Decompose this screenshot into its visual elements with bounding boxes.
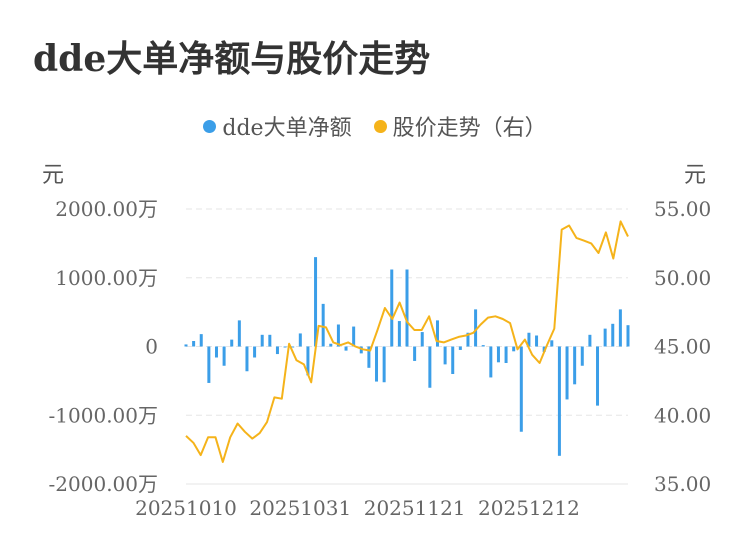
price-line-path [185,220,629,463]
y-right-tick-label: 35.00 [654,472,711,496]
dde-bar [375,346,379,382]
legend-label-dde: dde大单净额 [222,116,352,141]
left-axis-ticks: 2000.00万 1000.00万 0 -1000.00万 -2000.00万 [49,197,158,496]
legend-dot-price [373,119,387,133]
dde-bar [588,334,592,347]
dde-bar [268,334,272,347]
y-left-tick-label: -2000.00万 [49,472,158,496]
dde-bar [260,334,264,347]
dde-bar [306,346,310,376]
x-tick-label: 20251031 [249,496,351,520]
dde-bar [405,269,409,347]
dde-bar [329,343,333,347]
dde-bar [283,346,287,348]
y-left-tick-label: -1000.00万 [49,403,158,427]
chart-title: dde大单净额与股价走势 [33,38,431,80]
y-left-tick-label: 0 [145,335,158,359]
y-right-tick-label: 55.00 [654,197,711,221]
dde-bar [496,346,500,363]
x-tick-label: 20251010 [135,496,237,520]
price-line [185,220,629,463]
dde-bar [192,341,196,347]
dde-bar [504,346,508,363]
dde-bar [557,346,561,456]
dde-bar [359,346,363,354]
dde-bar [420,332,424,347]
dde-bar [626,325,630,347]
x-tick-label: 20251121 [364,496,466,520]
dde-bar [611,323,615,347]
dde-bar [390,269,394,347]
y-right-tick-label: 50.00 [654,266,711,290]
dde-bar [435,320,439,347]
dde-bar [367,346,371,368]
dde-bar [222,346,226,366]
dde-bars [184,257,630,456]
dde-bar [474,309,478,347]
dde-bar [207,346,211,383]
dde-bar [542,346,546,352]
dde-bar [512,346,516,352]
legend-item-dde[interactable]: dde大单净额 [203,110,352,142]
dde-bar [535,335,539,347]
dde-bar [580,346,584,366]
dde-bar [519,346,523,432]
x-axis-ticks: 20251010 20251031 20251121 20251212 [135,496,580,520]
dde-bar [237,320,241,347]
dde-bar [230,339,234,347]
dde-bar [321,303,325,347]
dde-bar [275,346,279,355]
dde-bar [481,345,485,347]
dde-bar [596,346,600,406]
dde-bar [565,346,569,400]
dde-bar [199,334,203,347]
dde-bar [527,332,531,347]
dde-bar [352,326,356,347]
dde-bar [451,346,455,374]
dde-bar [603,328,607,347]
legend: dde大单净额 股价走势（右） [0,110,750,142]
dde-bar [314,257,318,347]
right-axis-ticks: 55.00 50.00 45.00 40.00 35.00 [654,197,711,496]
dde-bar [336,324,340,347]
y-left-tick-label: 1000.00万 [55,266,158,290]
dde-bar [382,346,386,383]
dde-bar [253,346,257,358]
legend-dot-dde [203,119,217,133]
legend-item-price[interactable]: 股价走势（右） [373,110,547,142]
legend-label-price: 股价走势（右） [392,116,547,141]
dde-bar [214,346,218,358]
dde-bar [184,344,188,347]
y-right-tick-label: 45.00 [654,335,711,359]
dde-bar [618,309,622,347]
dde-bar [550,340,554,347]
dde-bar [489,346,493,378]
dde-bar [298,333,302,347]
y-right-tick-label: 40.00 [654,403,711,427]
dde-bar [443,346,447,365]
right-axis-unit: 元 [684,163,707,188]
dde-bar [573,346,577,385]
left-axis-unit: 元 [42,163,65,188]
x-tick-label: 20251212 [478,496,580,520]
dde-bar [245,346,249,372]
dde-bar [397,321,401,347]
dde-bar [291,346,295,348]
dde-bar [466,332,470,347]
y-left-tick-label: 2000.00万 [55,197,158,221]
dde-bar [458,346,462,350]
dde-bar [413,346,417,361]
dde-bar [428,346,432,388]
dde-bar [344,346,348,351]
